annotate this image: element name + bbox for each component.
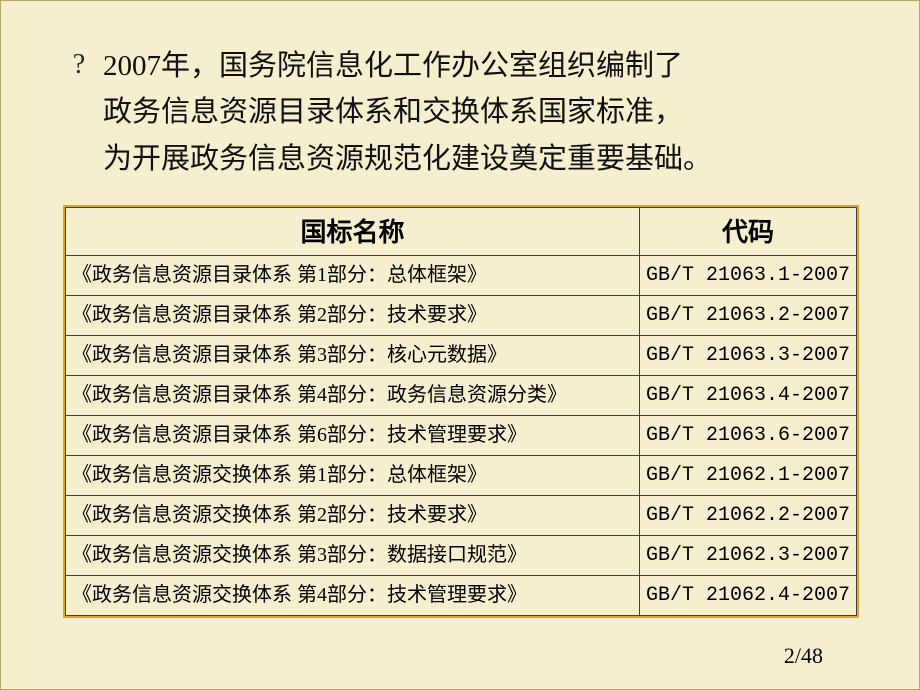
- intro-line-3: 为开展政务信息资源规范化建设奠定重要基础。: [103, 136, 712, 182]
- cell-name: 《政务信息资源目录体系 第3部分：核心元数据》: [66, 336, 640, 376]
- table-row: 《政务信息资源交换体系 第1部分：总体框架》 GB/T 21062.1-2007: [66, 456, 857, 496]
- cell-name: 《政务信息资源目录体系 第6部分：技术管理要求》: [66, 416, 640, 456]
- table-row: 《政务信息资源目录体系 第1部分：总体框架》 GB/T 21063.1-2007: [66, 256, 857, 296]
- intro-line-2: 政务信息资源目录体系和交换体系国家标准，: [103, 89, 683, 135]
- table-row: 《政务信息资源交换体系 第4部分：技术管理要求》 GB/T 21062.4-20…: [66, 576, 857, 616]
- cell-name: 《政务信息资源交换体系 第1部分：总体框架》: [66, 456, 640, 496]
- col-header-name: 国标名称: [66, 208, 640, 256]
- cell-code: GB/T 21063.1-2007: [639, 256, 856, 296]
- page-total: 48: [801, 643, 823, 668]
- table-header-row: 国标名称 代码: [66, 208, 857, 256]
- page-indicator: 2/48: [784, 643, 823, 669]
- standards-table-wrap: 国标名称 代码 《政务信息资源目录体系 第1部分：总体框架》 GB/T 2106…: [63, 205, 859, 618]
- cell-code: GB/T 21062.4-2007: [639, 576, 856, 616]
- cell-name: 《政务信息资源目录体系 第2部分：技术要求》: [66, 296, 640, 336]
- table-row: 《政务信息资源交换体系 第2部分：技术要求》 GB/T 21062.2-2007: [66, 496, 857, 536]
- cell-code: GB/T 21062.2-2007: [639, 496, 856, 536]
- col-header-code: 代码: [639, 208, 856, 256]
- cell-code: GB/T 21063.3-2007: [639, 336, 856, 376]
- cell-code: GB/T 21063.2-2007: [639, 296, 856, 336]
- table-row: 《政务信息资源目录体系 第4部分：政务信息资源分类》 GB/T 21063.4-…: [66, 376, 857, 416]
- bullet-icon: ?: [55, 43, 103, 86]
- cell-code: GB/T 21063.4-2007: [639, 376, 856, 416]
- intro-paragraph: ? 2007年，国务院信息化工作办公室组织编制了 政务信息资源目录体系和交换体系…: [55, 43, 871, 182]
- cell-name: 《政务信息资源交换体系 第3部分：数据接口规范》: [66, 536, 640, 576]
- table-row: 《政务信息资源交换体系 第3部分：数据接口规范》 GB/T 21062.3-20…: [66, 536, 857, 576]
- cell-name: 《政务信息资源交换体系 第2部分：技术要求》: [66, 496, 640, 536]
- table-row: 《政务信息资源目录体系 第3部分：核心元数据》 GB/T 21063.3-200…: [66, 336, 857, 376]
- cell-name: 《政务信息资源目录体系 第1部分：总体框架》: [66, 256, 640, 296]
- intro-line-1: 2007年，国务院信息化工作办公室组织编制了: [103, 43, 683, 89]
- cell-name: 《政务信息资源目录体系 第4部分：政务信息资源分类》: [66, 376, 640, 416]
- cell-code: GB/T 21062.3-2007: [639, 536, 856, 576]
- table-row: 《政务信息资源目录体系 第6部分：技术管理要求》 GB/T 21063.6-20…: [66, 416, 857, 456]
- cell-name: 《政务信息资源交换体系 第4部分：技术管理要求》: [66, 576, 640, 616]
- table-row: 《政务信息资源目录体系 第2部分：技术要求》 GB/T 21063.2-2007: [66, 296, 857, 336]
- table-body: 《政务信息资源目录体系 第1部分：总体框架》 GB/T 21063.1-2007…: [66, 256, 857, 616]
- cell-code: GB/T 21063.6-2007: [639, 416, 856, 456]
- cell-code: GB/T 21062.1-2007: [639, 456, 856, 496]
- page-current: 2: [784, 643, 795, 668]
- standards-table: 国标名称 代码 《政务信息资源目录体系 第1部分：总体框架》 GB/T 2106…: [65, 207, 857, 616]
